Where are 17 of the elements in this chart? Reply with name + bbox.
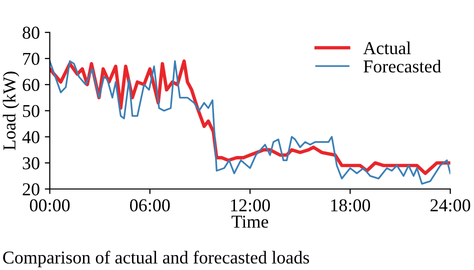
y-tick-label: 30 [22, 157, 40, 170]
y-axis-title: Load (kW) [2, 72, 20, 150]
legend-label: Actual [363, 42, 411, 54]
y-tick-label: 50 [23, 104, 40, 118]
x-tick-label: 12:00 [231, 199, 270, 212]
legend-label: Forecasted [364, 60, 442, 73]
x-tick-label: 06:00 [130, 199, 170, 212]
y-tick-label: 60 [22, 78, 40, 92]
y-tick-label: 80 [22, 26, 40, 39]
x-tick-label: 18:00 [331, 199, 370, 212]
y-tick-label: 70 [23, 52, 40, 65]
y-tick-label: 40 [22, 131, 40, 144]
x-tick-label: 00:00 [30, 199, 70, 212]
x-tick-label: 24:00 [430, 199, 470, 212]
text: Comparison of actual and forecasted loads [3, 250, 310, 268]
x-axis-title: Time [232, 216, 268, 228]
y-tick-label: 20 [22, 183, 40, 196]
